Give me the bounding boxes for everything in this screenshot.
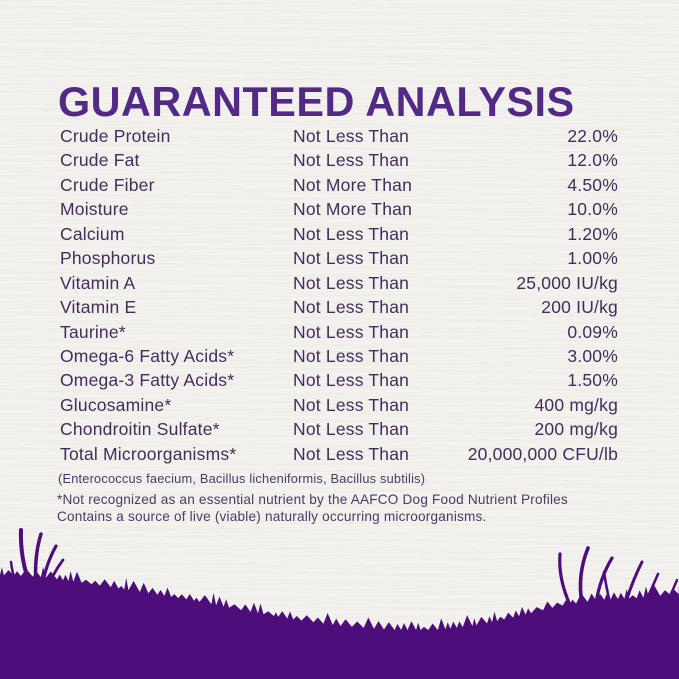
table-row: Taurine* Not Less Than 0.09%	[60, 322, 618, 346]
footnote-line-1: *Not recognized as an essential nutrient…	[57, 492, 568, 507]
nutrient-name: Crude Protein	[60, 126, 171, 146]
nutrient-value: 12.0%	[567, 150, 618, 171]
table-row: Chondroitin Sulfate* Not Less Than 200 m…	[60, 419, 618, 443]
nutrient-name: Phosphorus	[60, 248, 156, 269]
page-title: GUARANTEED ANALYSIS	[58, 78, 575, 126]
nutrient-name: Calcium	[60, 223, 125, 244]
grass-blade-icon	[33, 532, 43, 588]
nutrient-name: Chondroitin Sulfate*	[60, 419, 220, 440]
grass-blade-icon	[624, 560, 644, 604]
nutrient-condition: Not Less Than	[293, 370, 410, 391]
nutrient-condition: Not Less Than	[293, 419, 410, 440]
nutrient-value: 22.0%	[567, 126, 618, 146]
table-row: Crude Fiber Not More Than 4.50%	[60, 175, 618, 199]
grass-blade-icon	[558, 552, 572, 607]
grass-blade-icon	[644, 572, 660, 603]
footnote-line-2: Contains a source of live (viable) natur…	[57, 508, 487, 524]
nutrient-name: Moisture	[60, 199, 129, 220]
nutrient-value: 4.50%	[567, 174, 618, 195]
table-row: Vitamin E Not Less Than 200 IU/kg	[60, 297, 618, 321]
grass-blade-icon	[9, 560, 18, 585]
table-row: Phosphorus Not Less Than 1.00%	[60, 248, 618, 272]
table-row: Total Microorganisms* Not Less Than 20,0…	[60, 444, 618, 468]
table-row: Vitamin A Not Less Than 25,000 IU/kg	[60, 273, 618, 297]
nutrient-name: Vitamin A	[60, 272, 136, 293]
nutrient-value: 200 IU/kg	[541, 297, 618, 318]
nutrient-condition: Not More Than	[293, 174, 412, 195]
nutrient-name: Omega-3 Fatty Acids*	[60, 370, 235, 391]
nutrient-condition: Not Less Than	[293, 223, 410, 244]
nutrient-condition: Not Less Than	[293, 443, 410, 464]
nutrient-name: Crude Fat	[60, 150, 140, 171]
nutrient-condition: Not Less Than	[293, 150, 410, 171]
grass-silhouette	[0, 528, 679, 679]
table-row: Calcium Not Less Than 1.20%	[60, 224, 618, 248]
table-row: Crude Protein Not Less Than 22.0%	[60, 126, 618, 150]
nutrient-value: 10.0%	[567, 199, 618, 220]
table-row: Moisture Not More Than 10.0%	[60, 199, 618, 223]
nutrient-name: Glucosamine*	[60, 394, 172, 415]
nutrient-name: Omega-6 Fatty Acids*	[60, 345, 235, 366]
microorganism-species-note: (Enterococcus faecium, Bacillus lichenif…	[58, 471, 426, 486]
grass-mound	[0, 567, 679, 679]
grass-blade-icon	[18, 528, 32, 587]
nutrient-name: Crude Fiber	[60, 174, 155, 195]
table-row: Omega-6 Fatty Acids* Not Less Than 3.00%	[60, 346, 618, 370]
nutrient-value: 0.09%	[567, 321, 618, 342]
nutrient-value: 20,000,000 CFU/lb	[467, 443, 618, 464]
nutrient-condition: Not Less Than	[293, 297, 410, 318]
grass-blade-icon	[594, 556, 614, 605]
table-row: Crude Fat Not Less Than 12.0%	[60, 150, 618, 174]
nutrient-value: 1.00%	[567, 248, 618, 269]
grass-blade-icon	[578, 546, 590, 606]
nutrient-condition: Not Less Than	[293, 394, 410, 415]
nutrient-value: 3.00%	[567, 345, 618, 366]
grass-blade-icon	[45, 558, 65, 592]
nutrient-name: Vitamin E	[60, 297, 137, 318]
guaranteed-analysis-table: Crude Protein Not Less Than 22.0% Crude …	[60, 126, 618, 468]
table-row: Glucosamine* Not Less Than 400 mg/kg	[60, 395, 618, 419]
grass-blade-icon	[602, 570, 612, 605]
grass-blade-icon	[40, 544, 58, 590]
nutrient-value: 200 mg/kg	[534, 419, 618, 440]
nutrient-value: 1.50%	[567, 370, 618, 391]
nutrient-condition: Not More Than	[293, 199, 412, 220]
nutrient-value: 400 mg/kg	[534, 394, 618, 415]
nutrient-name: Taurine*	[60, 321, 126, 342]
table-row: Omega-3 Fatty Acids* Not Less Than 1.50%	[60, 370, 618, 394]
nutrient-condition: Not Less Than	[293, 321, 410, 342]
nutrient-condition: Not Less Than	[293, 126, 410, 146]
footnotes: *Not recognized as an essential nutrient…	[57, 492, 597, 525]
grass-blade-icon	[666, 578, 679, 602]
nutrient-name: Total Microorganisms*	[60, 443, 237, 464]
nutrient-value: 1.20%	[567, 223, 618, 244]
nutrient-condition: Not Less Than	[293, 345, 410, 366]
nutrient-condition: Not Less Than	[293, 248, 410, 269]
nutrient-condition: Not Less Than	[293, 272, 410, 293]
nutrient-value: 25,000 IU/kg	[516, 272, 618, 293]
